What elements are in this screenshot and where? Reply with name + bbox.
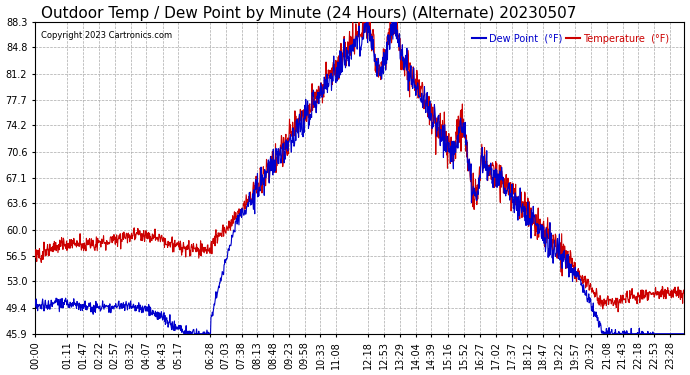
Text: Outdoor Temp / Dew Point by Minute (24 Hours) (Alternate) 20230507: Outdoor Temp / Dew Point by Minute (24 H… xyxy=(41,6,577,21)
Text: Copyright 2023 Cartronics.com: Copyright 2023 Cartronics.com xyxy=(41,31,172,40)
Legend: Dew Point  (°F), Temperature  (°F): Dew Point (°F), Temperature (°F) xyxy=(468,30,673,48)
